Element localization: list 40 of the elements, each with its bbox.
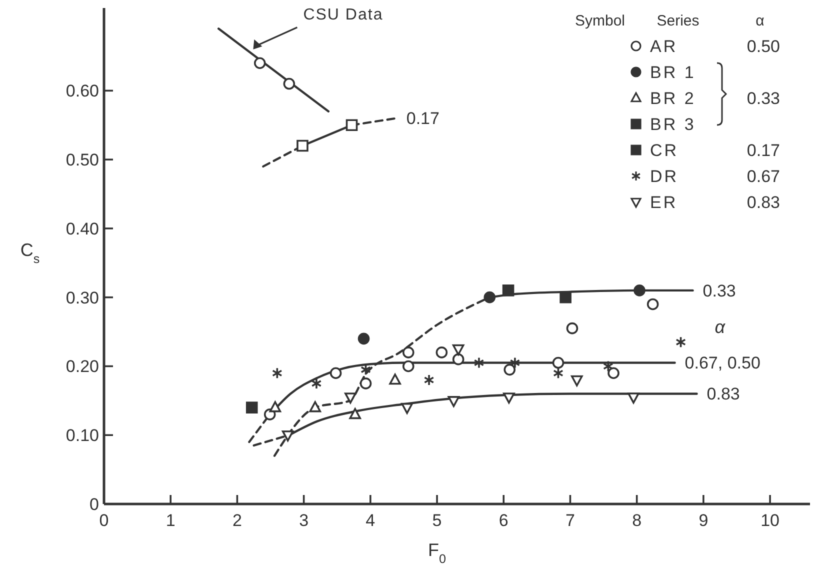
x-tick-label: 10 <box>760 511 780 530</box>
y-tick-label: 0.20 <box>66 357 99 376</box>
annotation: 0.83 <box>706 384 740 404</box>
y-tick-label: 0.50 <box>66 150 99 170</box>
x-tick-label: 1 <box>166 511 176 530</box>
y-tick-label: 0 <box>90 494 99 514</box>
x-axis-title: F$_{0}$ <box>428 540 446 566</box>
x-tick-label: 6 <box>498 511 508 530</box>
y-tick-label: 0.30 <box>66 288 99 308</box>
annotation: 0.17 <box>746 140 780 160</box>
annotation: Series <box>656 12 700 30</box>
legend-label: BR 2 <box>650 88 696 108</box>
annotation: α <box>714 316 726 337</box>
annotation: 0.67, 0.50 <box>684 354 760 373</box>
x-tick-label: 4 <box>366 511 376 530</box>
annotation: 0.17 <box>406 109 440 128</box>
y-axis-title: C$_{s}$ <box>20 240 40 266</box>
legend-label: AR <box>650 36 678 56</box>
x-tick-label: 2 <box>232 511 242 530</box>
legend-label: ER <box>650 192 678 212</box>
y-tick-label: 0.10 <box>66 426 99 446</box>
y-tick-label: 0.60 <box>66 82 99 101</box>
annotation: CSU Data <box>303 6 384 24</box>
y-tick-label: 0.40 <box>66 219 99 238</box>
annotation: 0.33 <box>702 281 736 300</box>
legend-label: BR 1 <box>650 62 696 82</box>
annotation: α <box>756 12 765 30</box>
annotation: 0.33 <box>746 88 780 108</box>
legend-label: CR <box>650 140 679 160</box>
x-tick-label: 9 <box>698 511 708 530</box>
legend-label: BR 3 <box>650 114 696 134</box>
x-tick-label: 5 <box>432 511 442 530</box>
annotation: Symbol <box>574 12 626 30</box>
x-tick-label: 8 <box>632 511 642 530</box>
annotation: 0.50 <box>746 36 780 56</box>
annotation: 0.67 <box>746 166 780 186</box>
x-tick-label: 7 <box>565 511 575 530</box>
x-tick-label: 3 <box>299 511 309 530</box>
legend-label: DR <box>650 166 679 186</box>
annotation: 0.83 <box>746 192 780 212</box>
